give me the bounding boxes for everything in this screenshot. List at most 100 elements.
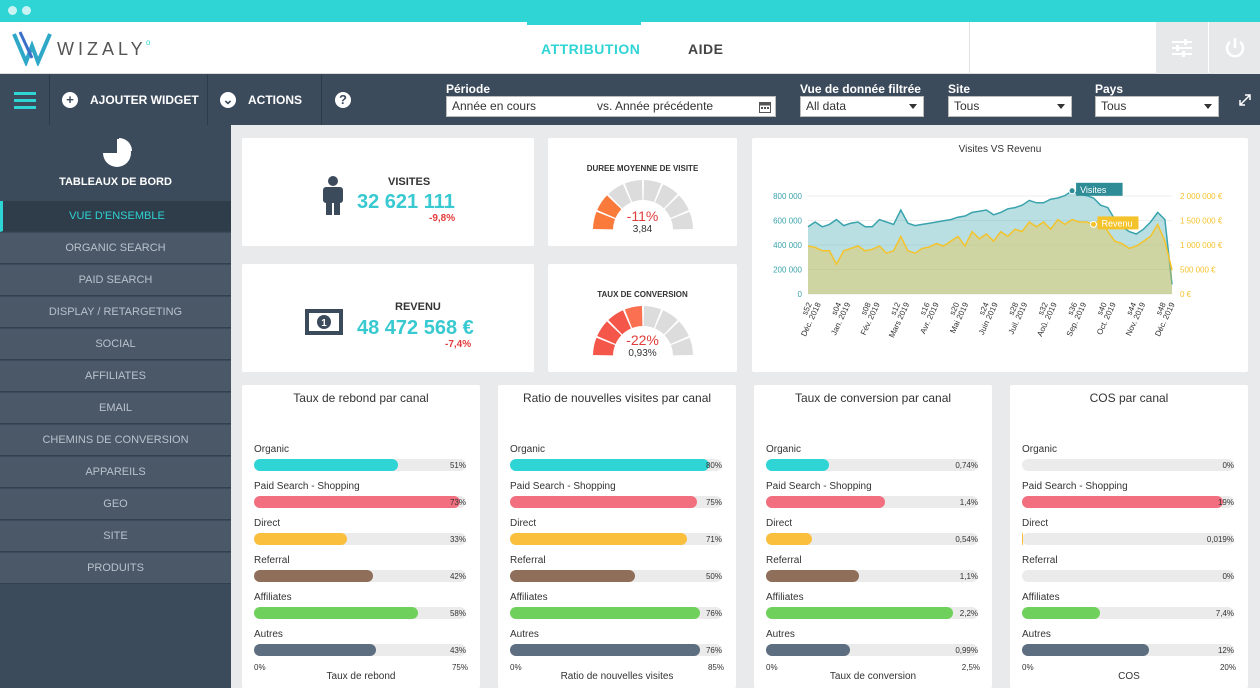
bar-track	[766, 533, 978, 545]
bar-value: 12%	[1217, 646, 1234, 655]
bar-value: 80%	[705, 461, 722, 470]
window-dot-close-icon[interactable]	[8, 6, 17, 15]
dropdown-caret-icon	[1057, 104, 1065, 109]
bar-fill	[254, 607, 418, 619]
gauge-conversion-segment	[643, 306, 662, 329]
dropdown-caret-icon	[909, 104, 917, 109]
bar-track	[510, 644, 722, 656]
bar-row-label: Affiliates	[254, 592, 292, 603]
kpi-revenu-value: 48 472 568 €	[357, 317, 474, 339]
help-button[interactable]: ?	[322, 74, 364, 125]
fullscreen-icon[interactable]	[1239, 94, 1251, 106]
gauge-conversion-delta: -22%	[626, 332, 659, 348]
sidebar-item[interactable]: APPAREILS	[0, 457, 231, 488]
bar-axis-max: 85%	[707, 663, 724, 672]
chart-area-revenu	[808, 219, 1172, 294]
tab-attribution[interactable]: ATTRIBUTION	[541, 41, 641, 57]
periode-field[interactable]: Année en cours vs. Année précédente	[446, 96, 776, 117]
chart-area-visites	[808, 190, 1172, 294]
bar-fill	[510, 459, 710, 471]
bar-fill	[254, 533, 348, 545]
bar-value: 0,019%	[1206, 535, 1234, 544]
bar-track	[1022, 459, 1234, 471]
brand-mark-icon: o	[146, 38, 151, 47]
chart-y-right-tick-label: 1 000 000 €	[1180, 241, 1223, 250]
bar-row-label: Direct	[510, 518, 537, 529]
bar-row-label: Affiliates	[510, 592, 548, 603]
sidebar-item[interactable]: SOCIAL	[0, 329, 231, 360]
chart-series-revenu-tag-label: Revenu	[1101, 218, 1132, 228]
chart-y-left-tick-label: 200 000	[773, 266, 802, 275]
bar-axis-min: 0%	[1022, 663, 1034, 672]
chart-series-visites-tag-label: Visites	[1080, 185, 1107, 195]
chart-title: Visites VS Revenu	[959, 144, 1042, 155]
window-dot-minimize-icon[interactable]	[22, 6, 31, 15]
sidebar-item[interactable]: EMAIL	[0, 393, 231, 424]
wizaly-logo-icon	[12, 31, 52, 66]
calendar-icon[interactable]	[759, 101, 771, 113]
settings-button[interactable]	[1156, 22, 1208, 74]
bar-fill	[510, 570, 635, 582]
gauge-duree-segment	[643, 180, 662, 203]
gauge-conversion-segment	[593, 337, 616, 356]
bar-track	[254, 644, 466, 656]
sidebar-item[interactable]: CHEMINS DE CONVERSION	[0, 425, 231, 456]
help-icon: ?	[335, 91, 351, 108]
bar-track	[1022, 570, 1234, 582]
pays-value: Tous	[1101, 99, 1127, 113]
bar-axis-title: Ratio de nouvelles visites	[560, 671, 674, 682]
bar-value: 58%	[449, 609, 466, 618]
gauge-conversion-segment	[664, 321, 689, 344]
bar-card: Taux de conversion par canal Organic 0,74%…	[754, 385, 992, 688]
kpi-visites-delta: -9,8%	[429, 213, 456, 224]
menu-toggle-button[interactable]	[0, 74, 50, 125]
bar-row-label: Paid Search - Shopping	[510, 481, 616, 492]
actions-button[interactable]: ⌄ ACTIONS	[208, 74, 322, 125]
bar-track	[254, 496, 466, 508]
bar-row-label: Organic	[1022, 444, 1058, 455]
chart-series-visites-tag	[1076, 182, 1123, 196]
site-label: Site	[948, 82, 971, 96]
bar-track	[510, 570, 722, 582]
bar-fill	[766, 533, 812, 545]
vue-select[interactable]: All data	[800, 96, 924, 117]
sidebar-item[interactable]: PAID SEARCH	[0, 265, 231, 296]
sidebar-item[interactable]: GEO	[0, 489, 231, 520]
sidebar-item[interactable]: ORGANIC SEARCH	[0, 233, 231, 264]
bar-row-label: Organic	[254, 444, 290, 455]
bar-fill	[254, 644, 376, 656]
gauge-duree-delta: -11%	[626, 208, 659, 224]
gauge-duree-segment	[597, 195, 622, 218]
bar-value: 73%	[449, 498, 466, 507]
tab-aide[interactable]: AIDE	[688, 41, 724, 57]
plus-icon: +	[62, 91, 78, 108]
gauge-duree-segment	[593, 211, 616, 230]
bar-row-label: Autres	[254, 629, 283, 640]
top-navigation: WIZALY o ATTRIBUTION AIDE	[0, 22, 1260, 74]
bar-fill	[510, 533, 687, 545]
bar-row-label: Referral	[510, 555, 546, 566]
gauge-conversion-title: TAUX DE CONVERSION	[597, 290, 688, 299]
chart-y-left-tick-label: 0	[798, 290, 803, 299]
sidebar-item[interactable]: PRODUITS	[0, 553, 231, 584]
nav-divider	[969, 22, 970, 74]
bar-track	[254, 570, 466, 582]
add-widget-button[interactable]: + AJOUTER WIDGET	[50, 74, 208, 125]
bar-row-label: Paid Search - Shopping	[1022, 481, 1128, 492]
site-select[interactable]: Tous	[948, 96, 1072, 117]
active-tab-indicator	[527, 22, 641, 25]
bar-row-label: Referral	[766, 555, 802, 566]
chart-y-right-tick-label: 1 500 000 €	[1180, 217, 1223, 226]
hamburger-icon	[13, 91, 36, 109]
sidebar-item[interactable]: AFFILIATES	[0, 361, 231, 392]
logout-button[interactable]	[1209, 22, 1260, 74]
bar-row-label: Affiliates	[766, 592, 804, 603]
sidebar-item[interactable]: DISPLAY / RETARGETING	[0, 297, 231, 328]
chart-series-revenu-marker	[1089, 220, 1097, 228]
sidebar-item[interactable]: VUE D'ENSEMBLE	[0, 201, 231, 232]
pie-chart-icon	[103, 138, 132, 167]
pays-select[interactable]: Tous	[1095, 96, 1219, 117]
gauge-duree-segment	[655, 184, 678, 209]
sidebar-item[interactable]: SITE	[0, 521, 231, 552]
bar-value: 51%	[449, 461, 466, 470]
